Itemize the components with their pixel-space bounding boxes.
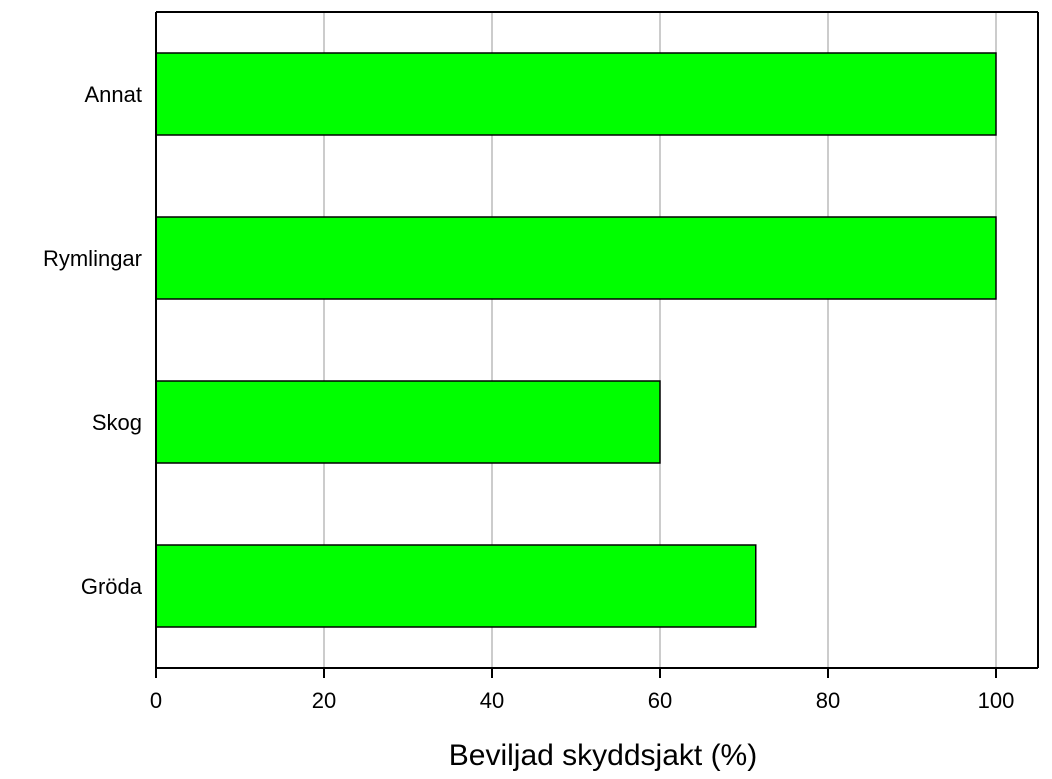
x-tick-label-60: 60 [648,688,672,713]
plot-frame [155,11,1039,669]
x-tick-label-100: 100 [978,688,1015,713]
category-label-skog: Skog [92,410,142,435]
category-label-gröda: Gröda [81,574,143,599]
x-axis-ticks: 0 20 40 60 80 100 [150,668,1014,713]
bars [155,52,997,628]
category-label-rymlingar: Rymlingar [43,246,142,271]
x-tick-label-80: 80 [816,688,840,713]
x-axis-title: Beviljad skyddsjakt (%) [449,739,757,772]
y-axis-category-labels: Annat Rymlingar Skog Gröda [43,82,143,599]
bar-gröda [155,544,757,628]
x-tick-label-20: 20 [312,688,336,713]
x-tick-label-0: 0 [150,688,162,713]
bar-rymlingar [155,216,997,300]
x-tick-label-40: 40 [480,688,504,713]
bar-annat [155,52,997,136]
category-label-annat: Annat [85,82,143,107]
bar-skog [155,380,661,464]
